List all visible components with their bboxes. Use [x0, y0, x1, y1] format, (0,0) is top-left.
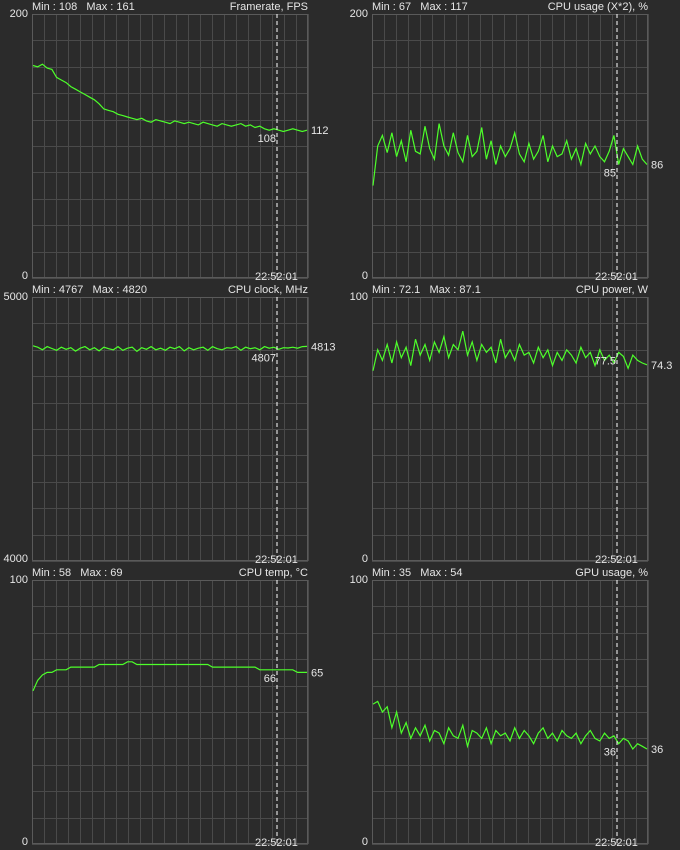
y-axis-min-label: 0 — [361, 836, 368, 848]
cpu-power-panel: Min : 72.1 Max : 87.1 CPU power, W 100 0 77.… — [340, 283, 680, 566]
grid — [372, 297, 649, 562]
panel-header: Min : 108 Max : 161 Framerate, FPS — [0, 0, 340, 14]
min-max-label: Min : 72.1 Max : 87.1 — [372, 284, 481, 296]
plot-border — [32, 580, 308, 844]
min-max-label: Min : 58 Max : 69 — [32, 567, 123, 579]
min-max-label: Min : 35 Max : 54 — [372, 567, 463, 579]
cursor-value-label: 108 — [258, 133, 276, 145]
panel-header: Min : 4767 Max : 4820 CPU clock, MHz — [0, 283, 340, 297]
grid — [32, 297, 309, 562]
time-label: 22:52:01 — [255, 271, 298, 283]
current-value-label: 65 — [311, 667, 323, 679]
y-axis-min-label: 0 — [21, 270, 28, 282]
panel-title: CPU usage (X*2), % — [547, 1, 648, 13]
grid — [32, 580, 309, 845]
plot-border — [372, 14, 648, 278]
cursor-value-label: 4807 — [252, 352, 276, 364]
gpu-usage-panel: Min : 35 Max : 54 GPU usage, % 100 0 36 36 22:… — [340, 566, 680, 849]
framerate-panel: Min : 108 Max : 161 Framerate, FPS 200 0 108… — [0, 0, 340, 283]
y-axis-min-label: 0 — [361, 270, 368, 282]
line-plot: 36 36 22:52:01 — [372, 580, 663, 849]
panel-header: Min : 72.1 Max : 87.1 CPU power, W — [340, 283, 680, 297]
current-value-label: 36 — [651, 744, 663, 756]
y-axis-max-label: 200 — [349, 8, 368, 20]
time-label: 22:52:01 — [595, 271, 638, 283]
y-axis-min-label: 4000 — [3, 553, 28, 565]
plot-border — [372, 297, 648, 561]
panel-header: Min : 58 Max : 69 CPU temp, °C — [0, 566, 340, 580]
grid — [32, 14, 309, 279]
data-series-line — [32, 63, 308, 133]
panel-title: CPU power, W — [575, 284, 648, 296]
min-max-label: Min : 4767 Max : 4820 — [32, 284, 147, 296]
cursor-value-label: 85 — [604, 168, 616, 180]
line-plot: 108 112 22:52:01 — [32, 14, 329, 283]
grid — [372, 580, 649, 845]
panel-title: GPU usage, % — [575, 567, 648, 579]
plot-border — [32, 297, 308, 561]
data-series-line — [372, 700, 648, 751]
current-value-label: 4813 — [311, 341, 335, 353]
y-axis-max-label: 200 — [9, 8, 28, 20]
y-axis-max-label: 100 — [349, 574, 368, 586]
data-series-line — [32, 661, 307, 692]
cursor-value-label: 77.5 — [595, 355, 616, 367]
panel-title: CPU temp, °C — [238, 567, 308, 579]
grid — [372, 14, 649, 279]
min-max-label: Min : 67 Max : 117 — [372, 1, 468, 13]
y-axis-min-label: 0 — [361, 553, 368, 565]
current-value-label: 112 — [311, 125, 329, 137]
current-value-label: 74.3 — [651, 360, 672, 372]
data-series-line — [372, 123, 648, 186]
plot-border — [32, 14, 308, 278]
line-plot: 77.5 74.3 22:52:01 — [372, 297, 672, 566]
line-plot: 66 65 22:52:01 — [32, 580, 323, 849]
panel-title: CPU clock, MHz — [227, 284, 308, 296]
min-max-label: Min : 108 Max : 161 — [32, 1, 135, 13]
y-axis-max-label: 100 — [9, 574, 28, 586]
time-label: 22:52:01 — [595, 554, 638, 566]
time-label: 22:52:01 — [255, 837, 298, 849]
y-axis-min-label: 0 — [21, 836, 28, 848]
cursor-value-label: 36 — [604, 747, 616, 759]
data-series-line — [32, 345, 308, 353]
y-axis-max-label: 100 — [349, 291, 368, 303]
panel-header: Min : 67 Max : 117 CPU usage (X*2), % — [340, 0, 680, 14]
panel-title: Framerate, FPS — [229, 1, 308, 13]
current-value-label: 86 — [651, 160, 663, 172]
panel-header: Min : 35 Max : 54 GPU usage, % — [340, 566, 680, 580]
time-label: 22:52:01 — [595, 837, 638, 849]
data-series-line — [372, 330, 648, 371]
time-label: 22:52:01 — [255, 554, 298, 566]
line-plot: 4807 4813 22:52:01 — [32, 297, 335, 566]
cpu-clock-panel: Min : 4767 Max : 4820 CPU clock, MHz 5000 4… — [0, 283, 340, 566]
y-axis-max-label: 5000 — [3, 291, 28, 303]
line-plot: 85 86 22:52:01 — [372, 14, 663, 283]
cpu-temp-panel: Min : 58 Max : 69 CPU temp, °C 100 0 66 65 22:… — [0, 566, 340, 849]
plot-border — [372, 580, 648, 844]
cursor-value-label: 66 — [264, 673, 276, 685]
cpu-usage-panel: Min : 67 Max : 117 CPU usage (X*2), % 200 0… — [340, 0, 680, 283]
